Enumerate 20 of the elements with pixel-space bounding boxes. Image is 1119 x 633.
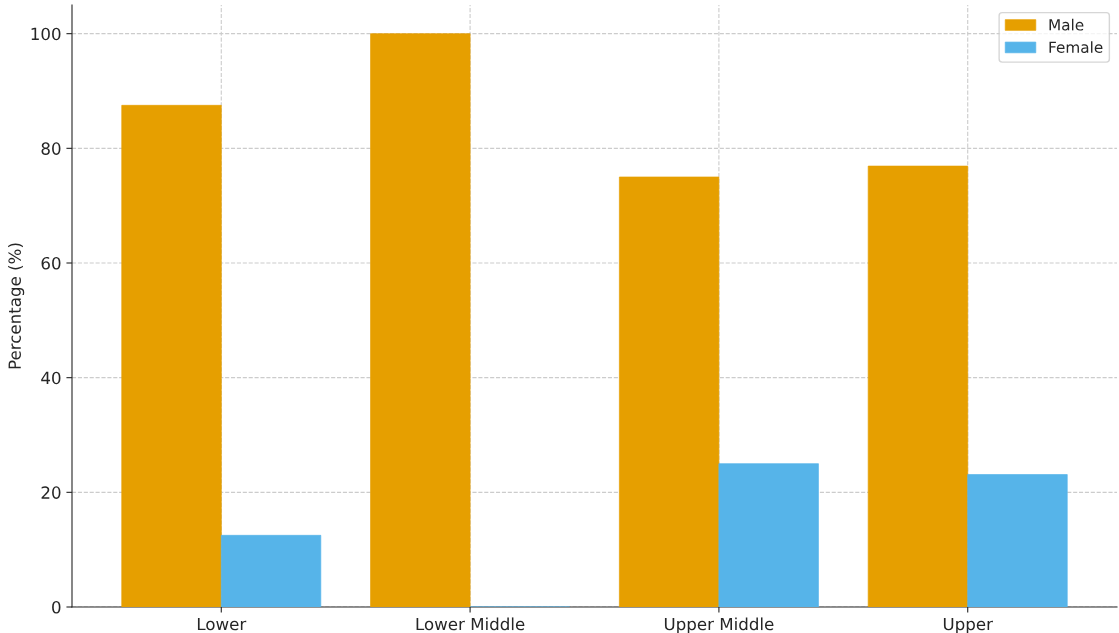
bar — [370, 33, 471, 607]
y-tick-label: 40 — [41, 371, 61, 385]
y-tick-label: 0 — [52, 600, 61, 614]
bar — [867, 165, 969, 607]
x-tick-label: Upper Middle — [664, 617, 774, 633]
y-tick-label: 100 — [31, 27, 61, 41]
bar — [967, 474, 1068, 607]
legend-label: Female — [1049, 41, 1103, 53]
bar — [121, 104, 222, 607]
x-tick-label: Lower — [197, 617, 247, 631]
y-tick-label: 60 — [41, 256, 61, 270]
y-tick-label: 80 — [41, 142, 61, 155]
y-axis-title: Percentage (%) — [8, 243, 25, 369]
bar — [619, 176, 720, 607]
bar — [718, 463, 819, 607]
legend-label: Male — [1049, 18, 1084, 31]
x-tick-label: Lower Middle — [416, 617, 525, 631]
x-tick-label: Upper — [943, 617, 993, 633]
bar — [220, 534, 322, 607]
y-tick-label: 20 — [41, 486, 61, 499]
